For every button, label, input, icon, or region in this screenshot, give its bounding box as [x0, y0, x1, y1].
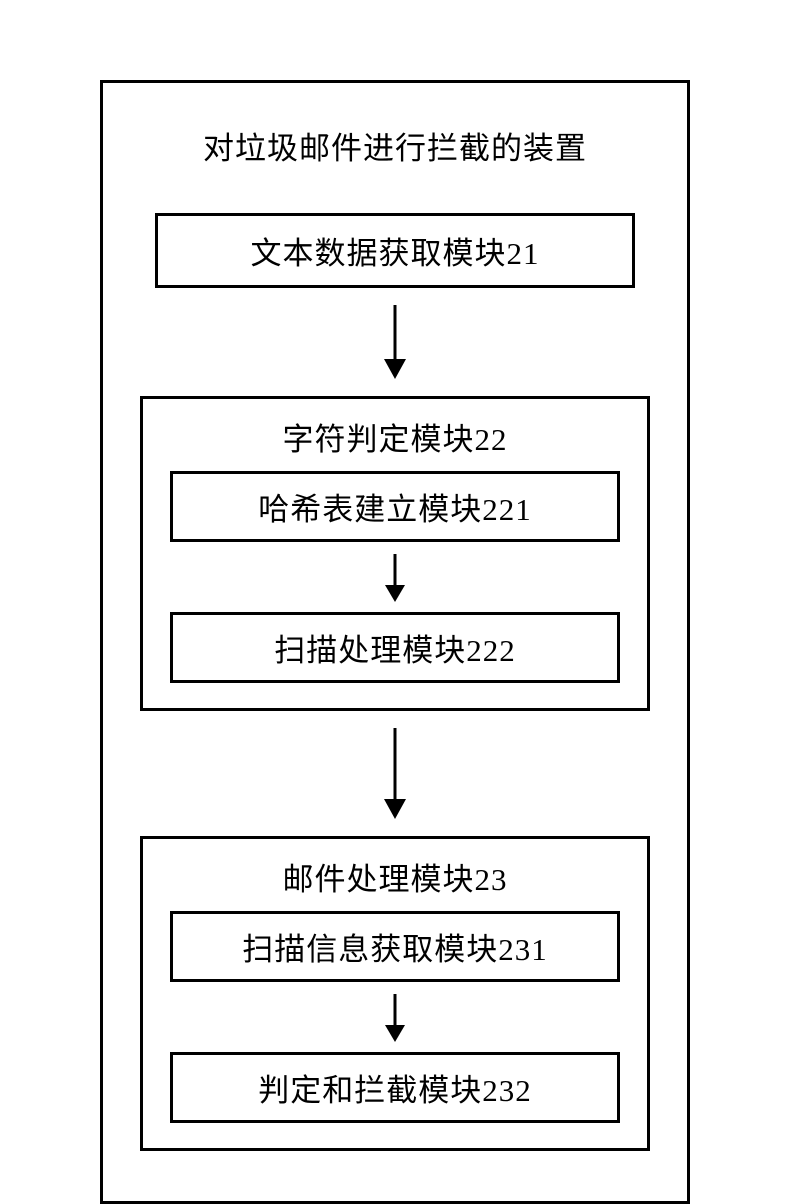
module-231-box: 扫描信息获取模块231	[170, 911, 620, 982]
module-21-box: 文本数据获取模块21	[155, 213, 635, 288]
module-221-box: 哈希表建立模块221	[170, 471, 620, 542]
module-231-label: 扫描信息获取模块231	[242, 932, 548, 967]
module-222-box: 扫描处理模块222	[170, 612, 620, 683]
module-221-label: 哈希表建立模块221	[258, 492, 532, 527]
arrow-22-to-23	[133, 726, 657, 821]
module-232-label: 判定和拦截模块232	[258, 1073, 532, 1108]
arrow-231-to-232	[163, 992, 627, 1042]
module-22-label: 字符判定模块22	[163, 414, 627, 459]
module-23-group: 邮件处理模块23 扫描信息获取模块231 判定和拦截模块232	[140, 836, 650, 1151]
module-222-label: 扫描处理模块222	[274, 633, 516, 668]
module-23-label: 邮件处理模块23	[163, 854, 627, 899]
outer-container: 对垃圾邮件进行拦截的装置 文本数据获取模块21 字符判定模块22 哈希表建立模块…	[100, 80, 690, 1204]
spam-interception-diagram: 对垃圾邮件进行拦截的装置 文本数据获取模块21 字符判定模块22 哈希表建立模块…	[100, 80, 690, 1204]
arrow-221-to-222	[163, 552, 627, 602]
module-232-box: 判定和拦截模块232	[170, 1052, 620, 1123]
module-22-group: 字符判定模块22 哈希表建立模块221 扫描处理模块222	[140, 396, 650, 711]
down-arrow-icon	[380, 303, 410, 381]
arrow-21-to-22	[133, 303, 657, 381]
down-arrow-icon	[381, 552, 409, 602]
diagram-title: 对垃圾邮件进行拦截的装置	[133, 123, 657, 168]
down-arrow-icon	[380, 726, 410, 821]
down-arrow-icon	[381, 992, 409, 1042]
module-21-label: 文本数据获取模块21	[251, 236, 540, 271]
